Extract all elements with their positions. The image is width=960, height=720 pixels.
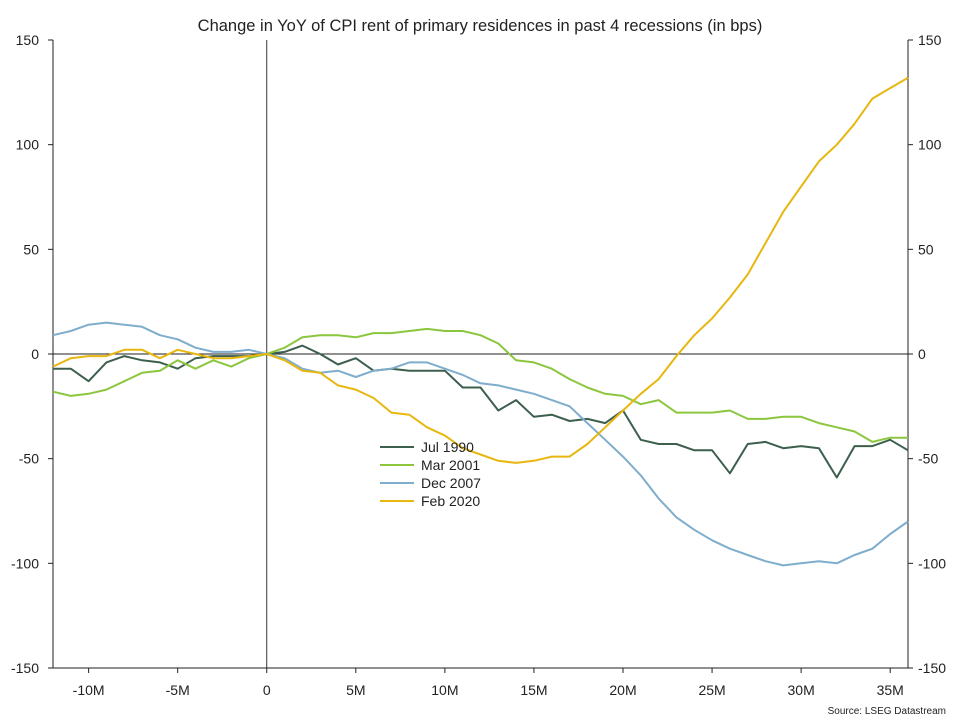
- x-tick-label: 35M: [877, 682, 904, 698]
- x-tick-label: 15M: [520, 682, 547, 698]
- y-tick-label-right: -150: [918, 660, 946, 676]
- x-tick-label: 25M: [698, 682, 725, 698]
- y-tick-label-left: -150: [11, 660, 39, 676]
- series-line-mar-2001: [52, 327, 908, 443]
- y-tick-label-right: -100: [918, 555, 946, 571]
- x-tick-label: -5M: [166, 682, 190, 698]
- y-tick-label-right: 0: [918, 346, 926, 362]
- legend: Jul 1990 Mar 2001 Dec 2007 Feb 2020: [380, 439, 481, 509]
- series-line-jul-1990: [53, 344, 909, 479]
- chart-title: Change in YoY of CPI rent of primary res…: [198, 17, 763, 35]
- series-lines: [52, 76, 909, 567]
- legend-label: Mar 2001: [421, 457, 480, 473]
- y-tick-label-right: -50: [918, 451, 938, 467]
- y-tick-label-left: 0: [31, 346, 39, 362]
- y-tick-label-left: 100: [16, 137, 40, 153]
- legend-label: Dec 2007: [421, 475, 481, 491]
- y-tick-label-left: 150: [16, 32, 40, 48]
- y-tick-label-left: -50: [19, 451, 39, 467]
- x-tick-label: 20M: [609, 682, 636, 698]
- y-tick-label-right: 150: [918, 32, 942, 48]
- x-tick-label: 10M: [431, 682, 458, 698]
- y-tick-label-left: 50: [23, 241, 39, 257]
- source-note: Source: LSEG Datastream: [828, 706, 946, 717]
- x-tick-label: 0: [263, 682, 271, 698]
- series-line-feb-2020: [52, 76, 909, 464]
- legend-label: Jul 1990: [421, 439, 474, 455]
- y-tick-label-left: -100: [11, 555, 39, 571]
- x-tick-label: -10M: [73, 682, 105, 698]
- legend-label: Feb 2020: [421, 493, 480, 509]
- y-tick-label-right: 50: [918, 241, 934, 257]
- axes: -150 -150 -100 -100 -50 -50 0 0 50 50 100 100 150 150…: [11, 32, 946, 698]
- y-tick-label-right: 100: [918, 137, 942, 153]
- series-line-dec-2007: [52, 321, 909, 567]
- x-tick-label: 30M: [788, 682, 815, 698]
- x-tick-label: 5M: [346, 682, 365, 698]
